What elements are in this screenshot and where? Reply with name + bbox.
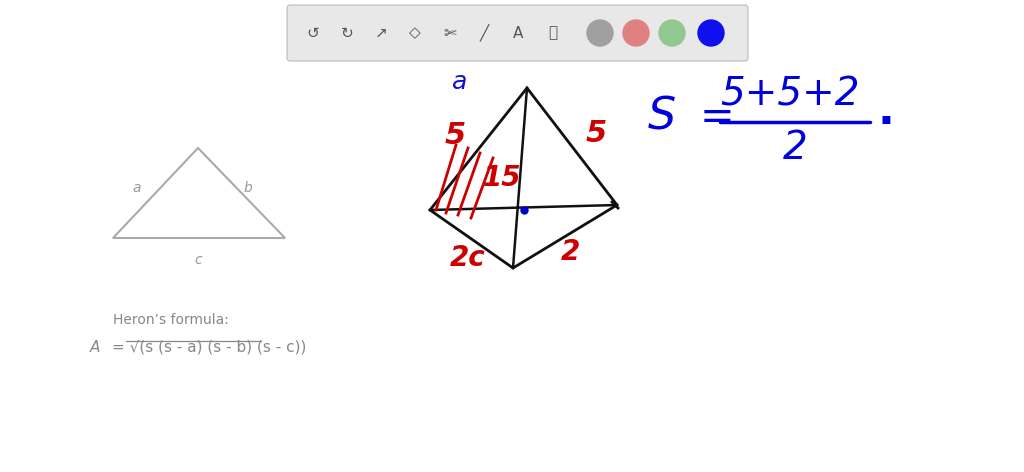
Text: ✄: ✄ bbox=[443, 25, 457, 41]
Text: ↗: ↗ bbox=[375, 25, 387, 41]
Text: 5: 5 bbox=[444, 120, 466, 150]
Text: c: c bbox=[195, 253, 202, 267]
Text: ↻: ↻ bbox=[341, 25, 353, 41]
FancyBboxPatch shape bbox=[287, 5, 748, 61]
Text: a: a bbox=[133, 181, 141, 195]
Circle shape bbox=[698, 20, 724, 46]
Text: 5+5+2: 5+5+2 bbox=[720, 76, 860, 114]
Text: ⛰: ⛰ bbox=[549, 25, 557, 41]
Text: ◇: ◇ bbox=[410, 25, 421, 41]
Text: 2: 2 bbox=[560, 238, 580, 266]
Text: A: A bbox=[513, 25, 523, 41]
Text: A: A bbox=[90, 339, 100, 354]
Circle shape bbox=[587, 20, 613, 46]
Text: a: a bbox=[453, 70, 468, 94]
Text: ↺: ↺ bbox=[306, 25, 319, 41]
Circle shape bbox=[623, 20, 649, 46]
Text: S: S bbox=[648, 95, 676, 138]
Text: Heron’s formula:: Heron’s formula: bbox=[113, 313, 229, 327]
Circle shape bbox=[659, 20, 685, 46]
Text: =: = bbox=[700, 96, 735, 138]
Text: = √(s (s - a) (s - b) (s - c)): = √(s (s - a) (s - b) (s - c)) bbox=[112, 339, 306, 354]
Text: .: . bbox=[878, 91, 895, 134]
Text: 2: 2 bbox=[782, 129, 807, 167]
Text: b: b bbox=[244, 181, 252, 195]
Text: ╱: ╱ bbox=[479, 24, 488, 42]
Text: 15: 15 bbox=[482, 164, 521, 192]
Text: 2c: 2c bbox=[451, 244, 485, 272]
Text: 5: 5 bbox=[586, 118, 606, 147]
